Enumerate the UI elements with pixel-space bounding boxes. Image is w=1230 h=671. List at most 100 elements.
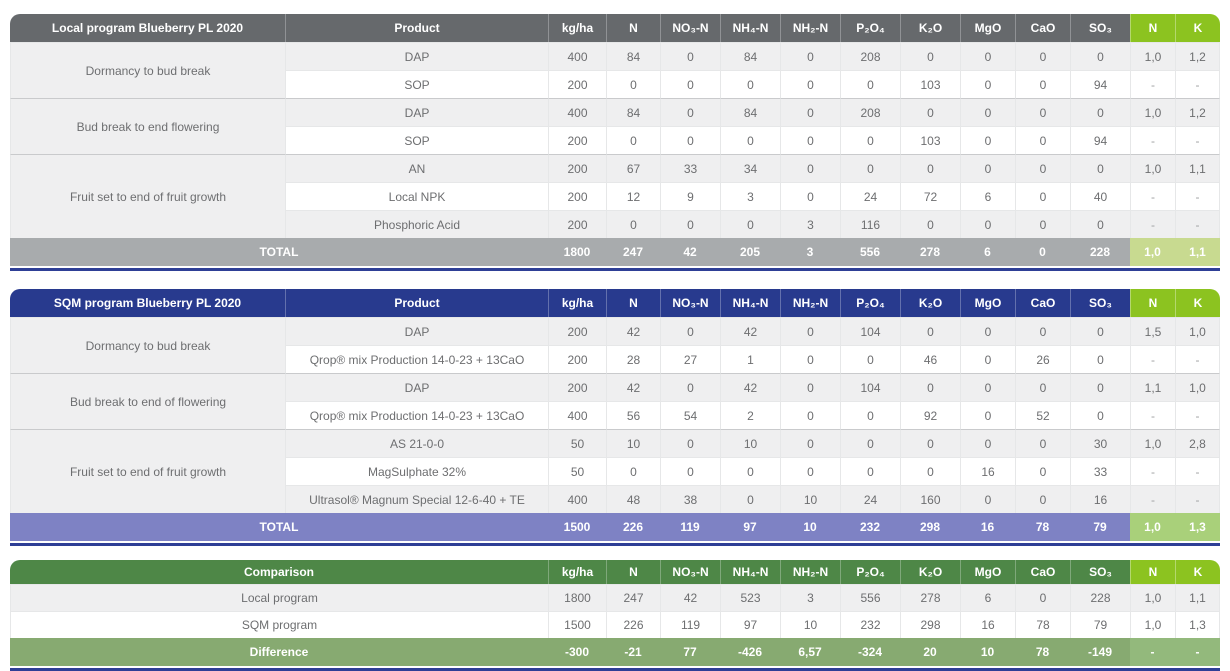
product-cell: Qrop® mix Production 14-0-23 + 13CaO <box>285 345 548 373</box>
value-cell: 103 <box>900 126 960 154</box>
total-value-cell: 1,0 <box>1130 513 1175 543</box>
total-row: TOTAL 1500 226 119 97 10 232 298 16 78 79 1,0 1,3 <box>10 513 1220 543</box>
value-cell: - <box>1130 485 1175 513</box>
value-cell: 0 <box>960 373 1015 401</box>
total-value-cell: 1,3 <box>1175 513 1220 543</box>
product-cell: Qrop® mix Production 14-0-23 + 13CaO <box>285 401 548 429</box>
value-cell: 1,0 <box>1130 98 1175 126</box>
value-cell: 0 <box>960 154 1015 182</box>
product-row: Phosphoric Acid 200 0 0 0 3 116 0 0 0 0- - <box>10 210 1220 238</box>
value-cell: 12 <box>606 182 660 210</box>
product-row: Dormancy to bud break DAP 400 84 0 84 0 208 0 0 0 0… <box>10 42 1220 98</box>
product-cell: Local NPK <box>285 182 548 210</box>
value-cell: 0 <box>1070 317 1130 345</box>
difference-value-cell: 78 <box>1015 638 1071 668</box>
value-cell: 6 <box>960 584 1016 611</box>
difference-value-cell: -300 <box>548 638 607 668</box>
value-cell: 84 <box>606 42 660 70</box>
total-label: TOTAL <box>10 513 548 543</box>
value-cell: 0 <box>1015 373 1070 401</box>
value-cell: 16 <box>960 611 1016 638</box>
product-cell: DAP <box>285 42 548 70</box>
value-cell: 0 <box>720 70 780 98</box>
value-cell: 400 <box>548 485 606 513</box>
value-cell: 0 <box>960 42 1015 70</box>
column-header-mgo: MgO <box>960 560 1016 584</box>
value-cell: 0 <box>840 70 900 98</box>
column-header-so3: SO₃ <box>1070 560 1131 584</box>
value-cell: 0 <box>660 126 720 154</box>
value-cell: 226 <box>606 611 661 638</box>
value-cell: 54 <box>660 401 720 429</box>
difference-value-cell: -324 <box>840 638 901 668</box>
product-cell: DAP <box>285 98 548 126</box>
value-cell: 0 <box>660 42 720 70</box>
value-cell: 0 <box>780 429 840 457</box>
value-cell: 0 <box>900 210 960 238</box>
value-cell: 1,0 <box>1130 584 1176 611</box>
value-cell: 0 <box>1015 485 1070 513</box>
value-cell: 27 <box>660 345 720 373</box>
total-value-cell: 278 <box>900 238 960 268</box>
column-header-nh4n: NH₄-N <box>720 14 780 42</box>
value-cell: 0 <box>720 210 780 238</box>
value-cell: 67 <box>606 154 660 182</box>
column-header-mgo: MgO <box>960 14 1015 42</box>
column-header-k-ratio: K <box>1175 289 1220 317</box>
value-cell: 46 <box>900 345 960 373</box>
column-header-no3n: NO₃-N <box>660 289 720 317</box>
product-cell: DAP <box>285 373 548 401</box>
value-cell: 0 <box>960 210 1015 238</box>
product-row: SOP 200 0 0 0 0 0 103 0 0 94- - <box>10 126 1220 154</box>
value-cell: 0 <box>900 42 960 70</box>
value-cell: 0 <box>1070 42 1130 70</box>
local-program-table: Local program Blueberry PL 2020 Product … <box>10 14 1220 271</box>
sqm-program-table: SQM program Blueberry PL 2020 Product kg… <box>10 289 1220 546</box>
value-cell: - <box>1175 70 1220 98</box>
total-value-cell: 232 <box>840 513 900 543</box>
column-header-p2o: P₂O₄ <box>840 289 900 317</box>
column-header-n-ratio: N <box>1130 14 1175 42</box>
value-cell: 48 <box>606 485 660 513</box>
value-cell: 72 <box>900 182 960 210</box>
column-header-cao: CaO <box>1015 289 1070 317</box>
phase-cell: Fruit set to end of fruit growth <box>10 154 285 238</box>
value-cell: 34 <box>720 154 780 182</box>
value-cell: 200 <box>548 210 606 238</box>
column-header-n: N <box>606 560 661 584</box>
column-header-n-ratio: N <box>1130 289 1175 317</box>
value-cell: 232 <box>840 611 901 638</box>
value-cell: 0 <box>780 401 840 429</box>
value-cell: 0 <box>780 98 840 126</box>
value-cell: 50 <box>548 429 606 457</box>
value-cell: 92 <box>900 401 960 429</box>
value-cell: 84 <box>606 98 660 126</box>
value-cell: 0 <box>1015 42 1070 70</box>
value-cell: 0 <box>900 317 960 345</box>
value-cell: 200 <box>548 317 606 345</box>
value-cell: 0 <box>840 401 900 429</box>
product-row: Fruit set to end of fruit growth AS 21-0-… <box>10 429 1220 513</box>
product-row: Qrop® mix Production 14-0-23 + 13CaO 400 5… <box>10 401 1220 429</box>
value-cell: 0 <box>1015 584 1071 611</box>
value-cell: 0 <box>780 182 840 210</box>
value-cell: 2 <box>720 401 780 429</box>
value-cell: 10 <box>606 429 660 457</box>
value-cell: 278 <box>900 584 961 611</box>
value-cell: 0 <box>840 457 900 485</box>
column-header-nh2n: NH₂-N <box>780 289 840 317</box>
value-cell: 0 <box>960 429 1015 457</box>
product-row: Ultrasol® Magnum Special 12-6-40 + TE 400… <box>10 485 1220 513</box>
column-header-nh2n: NH₂-N <box>780 14 840 42</box>
value-cell: 0 <box>1015 154 1070 182</box>
total-row: TOTAL 1800 247 42 205 3 556 278 6 0 228 1,0 1,1 <box>10 238 1220 268</box>
value-cell: 10 <box>780 611 841 638</box>
value-cell: 0 <box>1070 373 1130 401</box>
sqm-program-header-row: SQM program Blueberry PL 2020 Product kg… <box>10 289 1220 317</box>
value-cell: 0 <box>780 373 840 401</box>
value-cell: - <box>1130 457 1175 485</box>
value-cell: 0 <box>1015 126 1070 154</box>
column-header-no3n: NO₃-N <box>660 14 720 42</box>
product-column-header: Product <box>285 14 548 42</box>
column-header-k-ratio: K <box>1175 560 1221 584</box>
